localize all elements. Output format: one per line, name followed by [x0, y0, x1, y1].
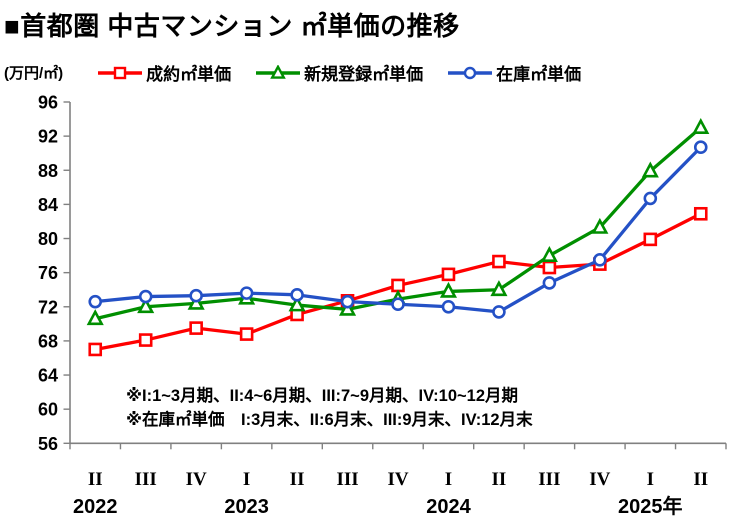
y-tick-label: 60 [38, 400, 58, 420]
legend-item-contract: 成約㎡単価 [97, 60, 231, 85]
y-tick-label: 96 [38, 93, 58, 113]
x-quarter-label: II [290, 469, 305, 490]
marker-stock [492, 305, 506, 319]
marker-stock [239, 286, 254, 300]
chart-legend: 成約㎡単価 新規登録㎡単価 在庫㎡単価 [97, 60, 581, 85]
legend-item-stock: 在庫㎡単価 [447, 60, 581, 85]
legend-marker-circle-icon [448, 66, 493, 79]
marker-contract [138, 333, 153, 347]
marker-contract [441, 267, 456, 282]
footnote-1: ※I:1~3月期、II:4~6月期、III:7~9月期、IV:10~12月期 [126, 386, 518, 405]
marker-stock [391, 297, 405, 312]
legend-label-contract: 成約㎡単価 [146, 65, 232, 84]
marker-stock [542, 276, 557, 290]
marker-stock [189, 288, 203, 303]
legend-marker-triangle-icon [256, 64, 301, 79]
legend-label-new-listing: 新規登録㎡単価 [304, 65, 424, 84]
marker-new-listing [288, 295, 306, 312]
y-tick-label: 88 [38, 161, 58, 181]
x-quarter-label: IV [387, 469, 408, 490]
marker-stock [290, 288, 304, 302]
footnote-2: ※在庫㎡単価 I:3月末、II:6月末、III:9月末、IV:12月末 [126, 409, 533, 429]
page-title: ■首都圏 中古マンション ㎡単価の推移 [4, 11, 460, 41]
x-quarter-label: I [647, 469, 654, 490]
marker-contract [189, 321, 203, 335]
legend-label-stock: 在庫㎡単価 [496, 65, 582, 84]
x-year-label: 2022 [73, 496, 118, 518]
legend-item-new-listing: 新規登録㎡単価 [255, 60, 423, 85]
price-trend-line-chart: 56 60 64 68 72 76 80 84 88 92 96 ※I:1~3月期、II:4~6月期、… [38, 93, 727, 518]
marker-stock [441, 299, 456, 314]
marker-contract [239, 327, 254, 341]
x-quarter-label: II [693, 469, 708, 490]
x-year-label: 2025年 [618, 494, 683, 518]
marker-new-listing [86, 309, 104, 326]
marker-contract [391, 278, 405, 293]
y-axis-unit-label: (万円/㎡) [4, 65, 64, 82]
x-quarter-label: III [336, 469, 358, 490]
marker-new-listing [490, 280, 508, 297]
x-year-label: 2024 [426, 496, 471, 518]
legend-row: (万円/㎡) 成約㎡単価 新規登録㎡単価 在庫㎡単価 [4, 60, 742, 85]
y-tick-label: 68 [38, 331, 58, 351]
y-tick-label: 56 [38, 434, 58, 454]
x-quarter-label: IV [589, 469, 610, 490]
marker-contract [693, 206, 708, 221]
marker-contract [88, 342, 103, 357]
marker-new-listing [692, 118, 710, 134]
marker-contract [492, 254, 506, 269]
legend-marker-square-icon [98, 66, 143, 79]
y-tick-label: 72 [38, 297, 58, 317]
x-year-label: 2023 [224, 496, 269, 518]
marker-new-listing [137, 297, 155, 314]
marker-stock [693, 140, 708, 155]
marker-contract [542, 260, 557, 275]
marker-contract [643, 232, 658, 247]
marker-stock [643, 191, 658, 206]
x-quarter-label: IV [186, 469, 207, 490]
x-quarter-label: III [135, 469, 157, 490]
marker-new-listing [439, 281, 458, 298]
y-tick-label: 84 [38, 195, 58, 215]
marker-new-listing [540, 246, 558, 262]
marker-stock [138, 289, 153, 304]
y-tick-label: 64 [38, 366, 58, 386]
y-tick-label: 80 [38, 229, 58, 249]
marker-stock [340, 294, 355, 309]
x-quarter-label: I [445, 469, 452, 490]
y-tick-label: 92 [38, 127, 58, 147]
marker-new-listing [591, 217, 609, 234]
x-quarter-label: II [88, 469, 103, 490]
marker-stock [593, 253, 607, 267]
x-quarter-label: II [492, 469, 507, 490]
marker-new-listing [641, 161, 659, 178]
y-tick-label: 76 [38, 263, 58, 283]
marker-stock [88, 294, 103, 309]
x-quarter-label: III [538, 469, 560, 490]
x-quarter-label: I [243, 469, 250, 490]
